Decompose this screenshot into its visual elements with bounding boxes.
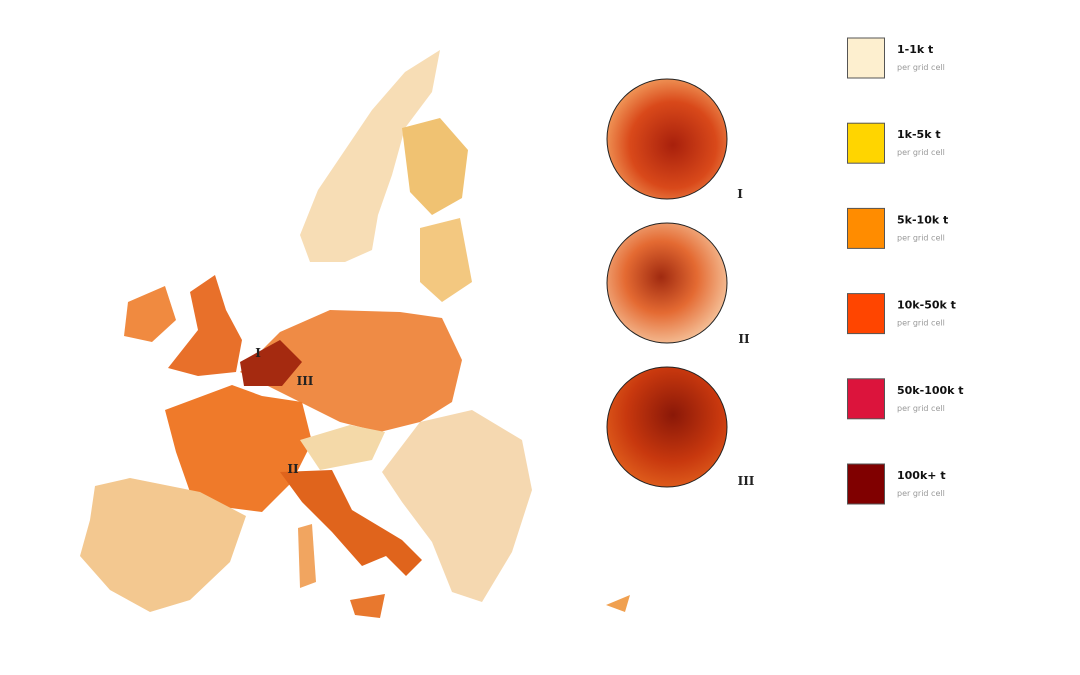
legend-label: 1k-5k t bbox=[897, 128, 941, 141]
legend-swatch bbox=[847, 207, 885, 249]
inset-label: II bbox=[738, 332, 750, 346]
iceland-ireland bbox=[124, 286, 176, 342]
legend-swatch bbox=[847, 378, 885, 420]
legend-label: 100k+ t bbox=[897, 469, 946, 482]
inset-label: III bbox=[738, 474, 755, 488]
legend-swatch bbox=[847, 293, 885, 335]
inset-circle bbox=[606, 222, 728, 344]
legend-swatch bbox=[847, 122, 885, 164]
legend-swatch bbox=[847, 37, 885, 79]
legend-note: per grid cell bbox=[897, 489, 945, 498]
legend-label: 1-1k t bbox=[897, 43, 933, 56]
alps bbox=[300, 425, 385, 470]
great-britain bbox=[168, 275, 242, 376]
italy bbox=[280, 470, 422, 576]
benelux bbox=[240, 340, 302, 386]
europe-map bbox=[80, 50, 630, 618]
inset-label: I bbox=[737, 187, 743, 201]
map-label: III bbox=[297, 374, 314, 388]
scandinavia bbox=[300, 50, 440, 262]
legend-note: per grid cell bbox=[897, 233, 945, 242]
legend-label: 10k-50k t bbox=[897, 299, 956, 312]
legend-note: per grid cell bbox=[897, 63, 945, 72]
sicily bbox=[350, 594, 385, 618]
legend-label: 50k-100k t bbox=[897, 384, 964, 397]
map-label: II bbox=[287, 462, 299, 476]
legend: 1-1k t per grid cell 1k-5k t per grid cell 5… bbox=[847, 37, 964, 505]
legend-note: per grid cell bbox=[897, 148, 945, 157]
legend-label: 5k-10k t bbox=[897, 213, 948, 226]
france bbox=[165, 385, 312, 512]
balkans bbox=[382, 410, 532, 602]
central-europe bbox=[240, 310, 462, 432]
inset-circle bbox=[606, 366, 728, 488]
legend-note: per grid cell bbox=[897, 404, 945, 413]
finland bbox=[402, 118, 468, 215]
inset-circle bbox=[606, 78, 728, 200]
sardinia bbox=[298, 524, 316, 588]
map-label: I bbox=[255, 346, 261, 360]
insets: I II III bbox=[606, 78, 755, 488]
baltics bbox=[420, 218, 472, 302]
legend-swatch bbox=[847, 463, 885, 505]
legend-note: per grid cell bbox=[897, 319, 945, 328]
iberia bbox=[80, 478, 246, 612]
cyprus bbox=[606, 595, 630, 612]
